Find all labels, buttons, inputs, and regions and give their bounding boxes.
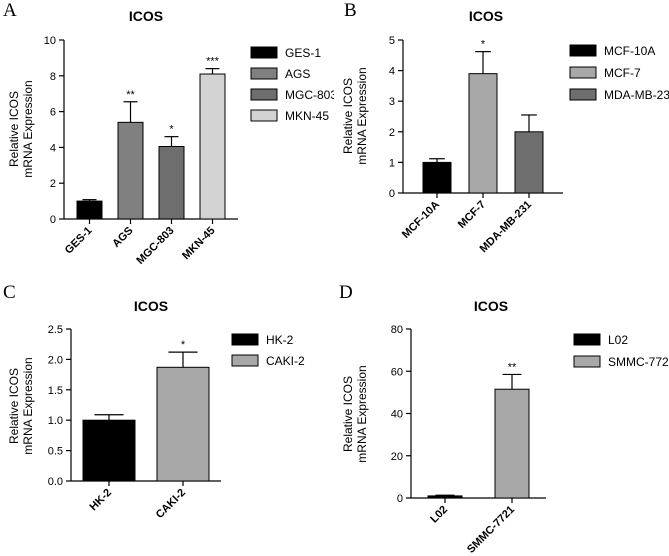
x-tick-label: L02 (428, 504, 450, 526)
y-tick-label: 60 (391, 366, 403, 378)
x-tick-label: AGS (110, 225, 135, 250)
significance-label: * (481, 39, 486, 51)
x-tick-label: MCF-7 (456, 199, 488, 231)
significance-label: * (181, 339, 186, 351)
y-tick-label: 0.0 (48, 476, 63, 488)
y-tick-label: 4 (389, 66, 395, 78)
y-tick-label: 2.5 (48, 324, 63, 336)
chart-title: ICOS (474, 298, 508, 314)
panel-letter: A (3, 0, 17, 21)
panel-c: C ICOS Relative ICOS mRNA Expression 0.0 0.5… (0, 278, 334, 556)
x-tick-label: GES-1 (63, 225, 95, 257)
y-tick-label: 8 (50, 71, 56, 83)
y-tick-label: 1.0 (48, 415, 63, 427)
y-tick-label: 0 (389, 188, 395, 200)
bar (76, 200, 103, 220)
chart-svg: ICOS Relative ICOS mRNA Expression 0 1 2 3 4 5 MC… (341, 8, 669, 255)
legend-label: MCF-7 (604, 66, 641, 80)
y-tick-label: 2 (389, 127, 395, 139)
legend-swatch (250, 67, 278, 80)
legend-label: HK-2 (266, 333, 294, 347)
y-tick-label: 10 (44, 35, 56, 47)
panel-d: D ICOS Relative ICOS mRNA Expression 0 20 40 6… (334, 278, 669, 556)
chart-svg: ICOS Relative ICOS mRNA Expression 0 20 40 60 8… (341, 298, 669, 556)
legend-swatch (250, 46, 278, 59)
significance-label: *** (206, 56, 220, 68)
bar (468, 73, 498, 194)
bar (199, 73, 226, 220)
y-tick-label: 1 (389, 157, 395, 169)
chart-title: ICOS (134, 298, 168, 314)
bar (422, 161, 452, 194)
significance-label: ** (126, 89, 135, 101)
legend-swatch (573, 333, 601, 346)
significance-label: ** (508, 361, 517, 373)
legend-label: GES-1 (285, 46, 321, 60)
bar (158, 146, 185, 220)
panel-b: B ICOS Relative ICOS mRNA Expression 0 1 2 3 4 5… (334, 0, 669, 278)
bar (117, 121, 144, 220)
y-tick-label: 0 (50, 214, 56, 226)
legend-label: MCF-10A (604, 44, 655, 58)
chart-svg: ICOS Relative ICOS mRNA Expression 0.0 0.5 1.… (7, 298, 305, 521)
legend-label: SMMC-7721 (608, 355, 669, 369)
panel-letter: C (3, 282, 16, 303)
y-tick-label: 2.0 (48, 354, 63, 366)
bar (82, 419, 136, 482)
y-tick-label: 80 (391, 324, 403, 336)
legend-label: MKN-45 (285, 109, 329, 123)
legend-swatch (231, 333, 259, 346)
legend-swatch (250, 88, 278, 101)
x-tick-label: MCF-10A (400, 199, 442, 241)
bar (427, 495, 463, 499)
legend-swatch (573, 355, 601, 368)
bar (514, 131, 544, 194)
legend-swatch (250, 109, 278, 122)
legend-swatch (569, 44, 597, 57)
y-axis-label: Relative ICOS (7, 368, 21, 444)
legend-swatch (231, 354, 259, 367)
y-tick-label: 5 (389, 35, 395, 47)
chart-title: ICOS (129, 8, 163, 24)
y-axis-label: Relative ICOS (341, 376, 355, 452)
y-tick-label: 4 (50, 142, 56, 154)
y-tick-label: 2 (50, 178, 56, 190)
panel-letter: D (339, 282, 353, 303)
chart-title: ICOS (469, 8, 503, 24)
x-tick-label: SMMC-7721 (465, 504, 517, 556)
y-axis-label: mRNA Expression (21, 80, 35, 177)
y-tick-label: 20 (391, 451, 403, 463)
y-axis-label: Relative ICOS (7, 91, 21, 167)
legend-swatch (569, 66, 597, 79)
x-tick-label: MKN-45 (180, 225, 217, 262)
y-axis-label: Relative ICOS (341, 78, 355, 154)
legend-label: L02 (608, 333, 628, 347)
y-tick-label: 6 (50, 107, 56, 119)
y-tick-label: 0.5 (48, 446, 63, 458)
y-tick-label: 0 (397, 493, 403, 505)
significance-label: * (169, 124, 174, 136)
panel-letter: B (344, 0, 357, 21)
y-axis-label: mRNA Expression (355, 365, 369, 462)
y-tick-label: 40 (391, 409, 403, 421)
x-tick-label: MGC-803 (134, 225, 176, 267)
legend-label: MDA-MB-231 (604, 88, 669, 102)
legend-label: MGC-803 (285, 88, 334, 102)
x-tick-label: CAKI-2 (154, 487, 188, 521)
bar (494, 388, 530, 499)
legend-label: CAKI-2 (266, 354, 305, 368)
y-tick-label: 3 (389, 96, 395, 108)
legend-swatch (569, 88, 597, 101)
panel-a: A ICOS Relative ICOS mRNA Expression 0 2 4 6 8 1… (0, 0, 334, 278)
x-tick-label: HK-2 (87, 487, 114, 514)
bar (156, 366, 210, 482)
legend-label: AGS (285, 67, 310, 81)
y-tick-label: 1.5 (48, 385, 63, 397)
y-axis-label: mRNA Expression (21, 357, 35, 454)
chart-svg: ICOS Relative ICOS mRNA Expression 0 2 4 6 8 10 G… (7, 8, 334, 267)
y-axis-label: mRNA Expression (355, 67, 369, 164)
